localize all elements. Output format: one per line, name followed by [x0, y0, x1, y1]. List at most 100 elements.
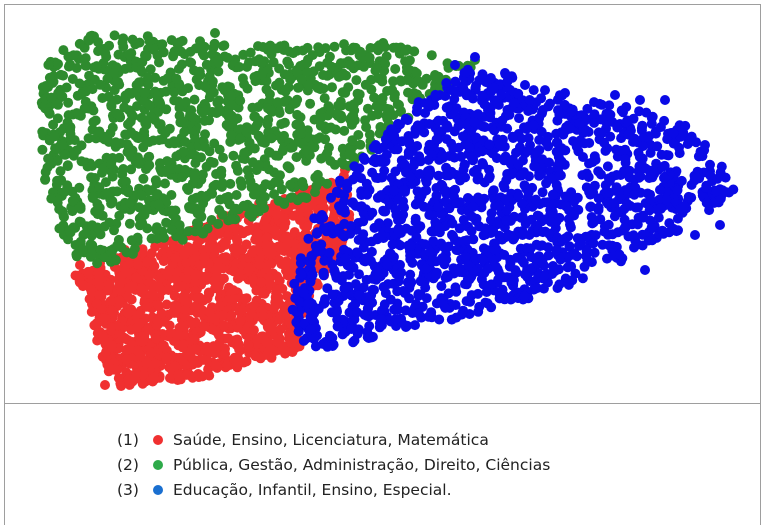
scatter-point-series-3 — [299, 336, 309, 346]
scatter-point-series-3 — [620, 154, 630, 164]
scatter-point-series-2 — [325, 52, 335, 62]
scatter-point-series-3 — [469, 117, 479, 127]
scatter-point-series-3 — [715, 220, 725, 230]
scatter-point-series-3 — [533, 211, 543, 221]
scatter-point-series-3 — [529, 161, 539, 171]
scatter-point-series-2 — [62, 83, 72, 93]
scatter-point-series-2 — [264, 147, 274, 157]
scatter-point-series-3 — [514, 113, 524, 123]
scatter-point-series-3 — [647, 223, 657, 233]
scatter-point-series-3 — [519, 291, 529, 301]
scatter-point-series-3 — [594, 193, 604, 203]
scatter-point-series-3 — [440, 303, 450, 313]
scatter-point-series-3 — [405, 254, 415, 264]
legend-marker-green — [153, 460, 163, 470]
scatter-point-series-3 — [433, 134, 443, 144]
scatter-point-series-2 — [155, 158, 165, 168]
scatter-point-series-3 — [308, 270, 318, 280]
scatter-point-series-3 — [374, 218, 384, 228]
scatter-point-series-3 — [560, 88, 570, 98]
scatter-point-series-3 — [520, 80, 530, 90]
scatter-point-series-1 — [141, 359, 151, 369]
scatter-point-series-3 — [477, 74, 487, 84]
scatter-point-series-3 — [451, 300, 461, 310]
scatter-point-series-3 — [679, 201, 689, 211]
scatter-point-series-3 — [535, 241, 545, 251]
scatter-point-series-3 — [297, 269, 307, 279]
scatter-point-series-1 — [83, 267, 93, 277]
scatter-point-series-2 — [382, 86, 392, 96]
scatter-point-series-3 — [447, 218, 457, 228]
scatter-point-series-2 — [127, 235, 137, 245]
scatter-point-series-2 — [178, 235, 188, 245]
scatter-point-series-2 — [119, 102, 129, 112]
scatter-point-series-1 — [75, 278, 85, 288]
scatter-point-series-3 — [494, 201, 504, 211]
scatter-point-series-2 — [303, 43, 313, 53]
scatter-point-series-2 — [110, 30, 120, 40]
scatter-point-series-3 — [525, 95, 535, 105]
scatter-point-series-3 — [522, 243, 532, 253]
scatter-point-series-2 — [293, 195, 303, 205]
scatter-point-series-3 — [637, 123, 647, 133]
scatter-point-series-3 — [622, 199, 632, 209]
scatter-point-series-3 — [612, 123, 622, 133]
scatter-point-series-3 — [523, 146, 533, 156]
scatter-point-series-3 — [687, 132, 697, 142]
scatter-point-series-1 — [276, 324, 286, 334]
scatter-point-series-2 — [274, 178, 284, 188]
legend-marker-blue — [153, 485, 163, 495]
scatter-point-series-3 — [381, 288, 391, 298]
scatter-point-series-3 — [343, 179, 353, 189]
scatter-point-series-3 — [520, 269, 530, 279]
scatter-point-series-3 — [569, 211, 579, 221]
scatter-point-series-2 — [170, 137, 180, 147]
scatter-point-series-1 — [142, 257, 152, 267]
scatter-point-series-3 — [536, 170, 546, 180]
scatter-point-series-3 — [367, 247, 377, 257]
scatter-point-series-3 — [410, 129, 420, 139]
scatter-point-series-2 — [195, 226, 205, 236]
scatter-point-series-2 — [310, 187, 320, 197]
scatter-point-series-3 — [468, 202, 478, 212]
scatter-point-series-2 — [250, 189, 260, 199]
scatter-point-series-3 — [428, 236, 438, 246]
scatter-point-series-3 — [657, 150, 667, 160]
scatter-point-series-2 — [381, 111, 391, 121]
scatter-point-series-2 — [263, 119, 273, 129]
scatter-point-series-2 — [205, 72, 215, 82]
scatter-point-series-1 — [213, 262, 223, 272]
scatter-point-series-3 — [333, 322, 343, 332]
scatter-point-series-1 — [120, 266, 130, 276]
scatter-point-series-3 — [554, 264, 564, 274]
scatter-point-series-2 — [73, 91, 83, 101]
scatter-point-series-2 — [134, 77, 144, 87]
scatter-point-series-3 — [578, 152, 588, 162]
scatter-point-series-2 — [136, 65, 146, 75]
scatter-point-series-1 — [131, 273, 141, 283]
scatter-point-series-1 — [232, 234, 242, 244]
legend-item-number: (3) — [117, 481, 153, 499]
scatter-point-series-2 — [334, 72, 344, 82]
scatter-point-series-3 — [508, 132, 518, 142]
scatter-point-series-2 — [199, 51, 209, 61]
scatter-point-series-3 — [551, 245, 561, 255]
scatter-point-series-3 — [399, 185, 409, 195]
scatter-point-series-3 — [443, 102, 453, 112]
scatter-point-series-3 — [554, 279, 564, 289]
scatter-point-series-3 — [458, 131, 468, 141]
scatter-point-series-2 — [210, 28, 220, 38]
scatter-point-series-2 — [302, 58, 312, 68]
scatter-point-series-2 — [104, 41, 114, 51]
scatter-point-series-3 — [497, 116, 507, 126]
scatter-point-series-3 — [675, 148, 685, 158]
scatter-point-series-3 — [518, 212, 528, 222]
scatter-point-series-3 — [348, 337, 358, 347]
scatter-point-series-3 — [506, 258, 516, 268]
scatter-point-series-2 — [402, 66, 412, 76]
scatter-point-series-2 — [235, 134, 245, 144]
scatter-point-series-2 — [250, 144, 260, 154]
scatter-point-series-2 — [217, 82, 227, 92]
scatter-point-series-3 — [539, 284, 549, 294]
scatter-plot-area — [4, 4, 761, 404]
